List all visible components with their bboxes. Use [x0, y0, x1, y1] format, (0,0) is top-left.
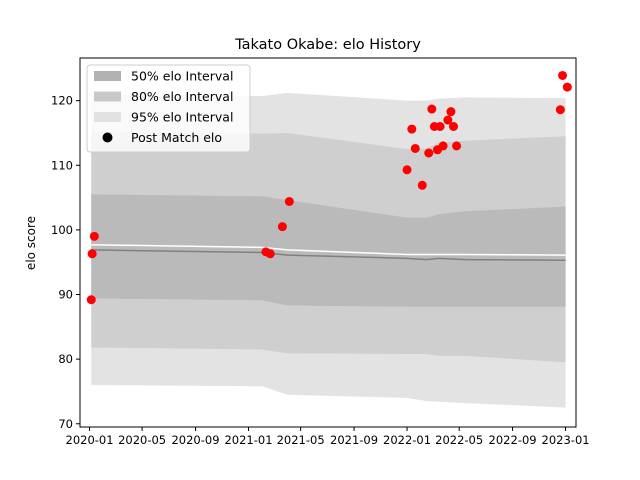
- post-match-point: [87, 249, 97, 259]
- legend-label: 80% elo Interval: [131, 89, 233, 104]
- x-tick-label: 2020-09: [171, 433, 219, 447]
- post-match-point: [86, 295, 96, 305]
- post-match-point: [435, 122, 445, 132]
- post-match-point: [562, 82, 572, 92]
- y-tick-label: 110: [51, 158, 73, 172]
- legend-swatch: [94, 71, 121, 81]
- y-axis-label: elo score: [24, 216, 38, 270]
- post-match-points: [86, 70, 572, 305]
- plot-frame: [79, 57, 577, 428]
- y-tick-label: 120: [51, 94, 73, 108]
- post-match-point: [89, 231, 99, 241]
- x-tick-label: 2021-01: [224, 433, 272, 447]
- post-match-point: [449, 122, 459, 132]
- legend: 50% elo Interval 80% elo Interval 95% elo …: [86, 64, 251, 153]
- post-match-point: [277, 222, 287, 232]
- y-tick-label: 80: [58, 352, 73, 366]
- post-match-point: [427, 104, 437, 114]
- post-match-point: [555, 105, 565, 115]
- y-tick-label: 90: [58, 288, 73, 302]
- post-match-point: [443, 115, 453, 125]
- post-match-point: [452, 141, 462, 151]
- band-50: [91, 194, 566, 307]
- legend-marker: [102, 132, 113, 143]
- post-match-point: [558, 70, 568, 80]
- legend-swatch: [94, 112, 121, 122]
- post-match-point: [265, 249, 275, 259]
- post-match-point: [402, 165, 412, 175]
- x-tick-label: 2022-05: [435, 433, 483, 447]
- x-tick-label: 2021-09: [330, 433, 378, 447]
- post-match-point: [284, 196, 294, 206]
- post-match-point: [417, 180, 427, 190]
- x-tick-label: 2022-09: [489, 433, 537, 447]
- post-match-point: [438, 141, 448, 151]
- legend-swatch: [94, 91, 121, 102]
- post-match-point: [407, 124, 417, 134]
- x-tick-label: 2021-05: [277, 433, 325, 447]
- legend-label: 95% elo Interval: [131, 110, 233, 125]
- x-tick-label: 2022-01: [383, 433, 431, 447]
- chart-title: Takato Okabe: elo History: [234, 37, 421, 53]
- post-match-point: [446, 107, 456, 117]
- post-match-point: [424, 148, 434, 158]
- legend-box: [86, 64, 251, 153]
- x-tick-label: 2023-01: [542, 433, 590, 447]
- interval-bands: [91, 92, 566, 408]
- legend-label: Post Match elo: [131, 130, 222, 145]
- y-tick-label: 70: [58, 417, 73, 431]
- x-tick-label: 2020-01: [66, 433, 114, 447]
- y-tick-label: 100: [51, 223, 73, 237]
- legend-label: 50% elo Interval: [131, 69, 233, 84]
- x-tick-label: 2020-05: [118, 433, 166, 447]
- y-axis-ticks: 70 80 90 100 110 120: [51, 94, 80, 431]
- post-match-point: [410, 143, 420, 153]
- x-axis-ticks: 2020-01 2020-05 2020-09 2021-01 2021-05 2021-…: [66, 427, 590, 447]
